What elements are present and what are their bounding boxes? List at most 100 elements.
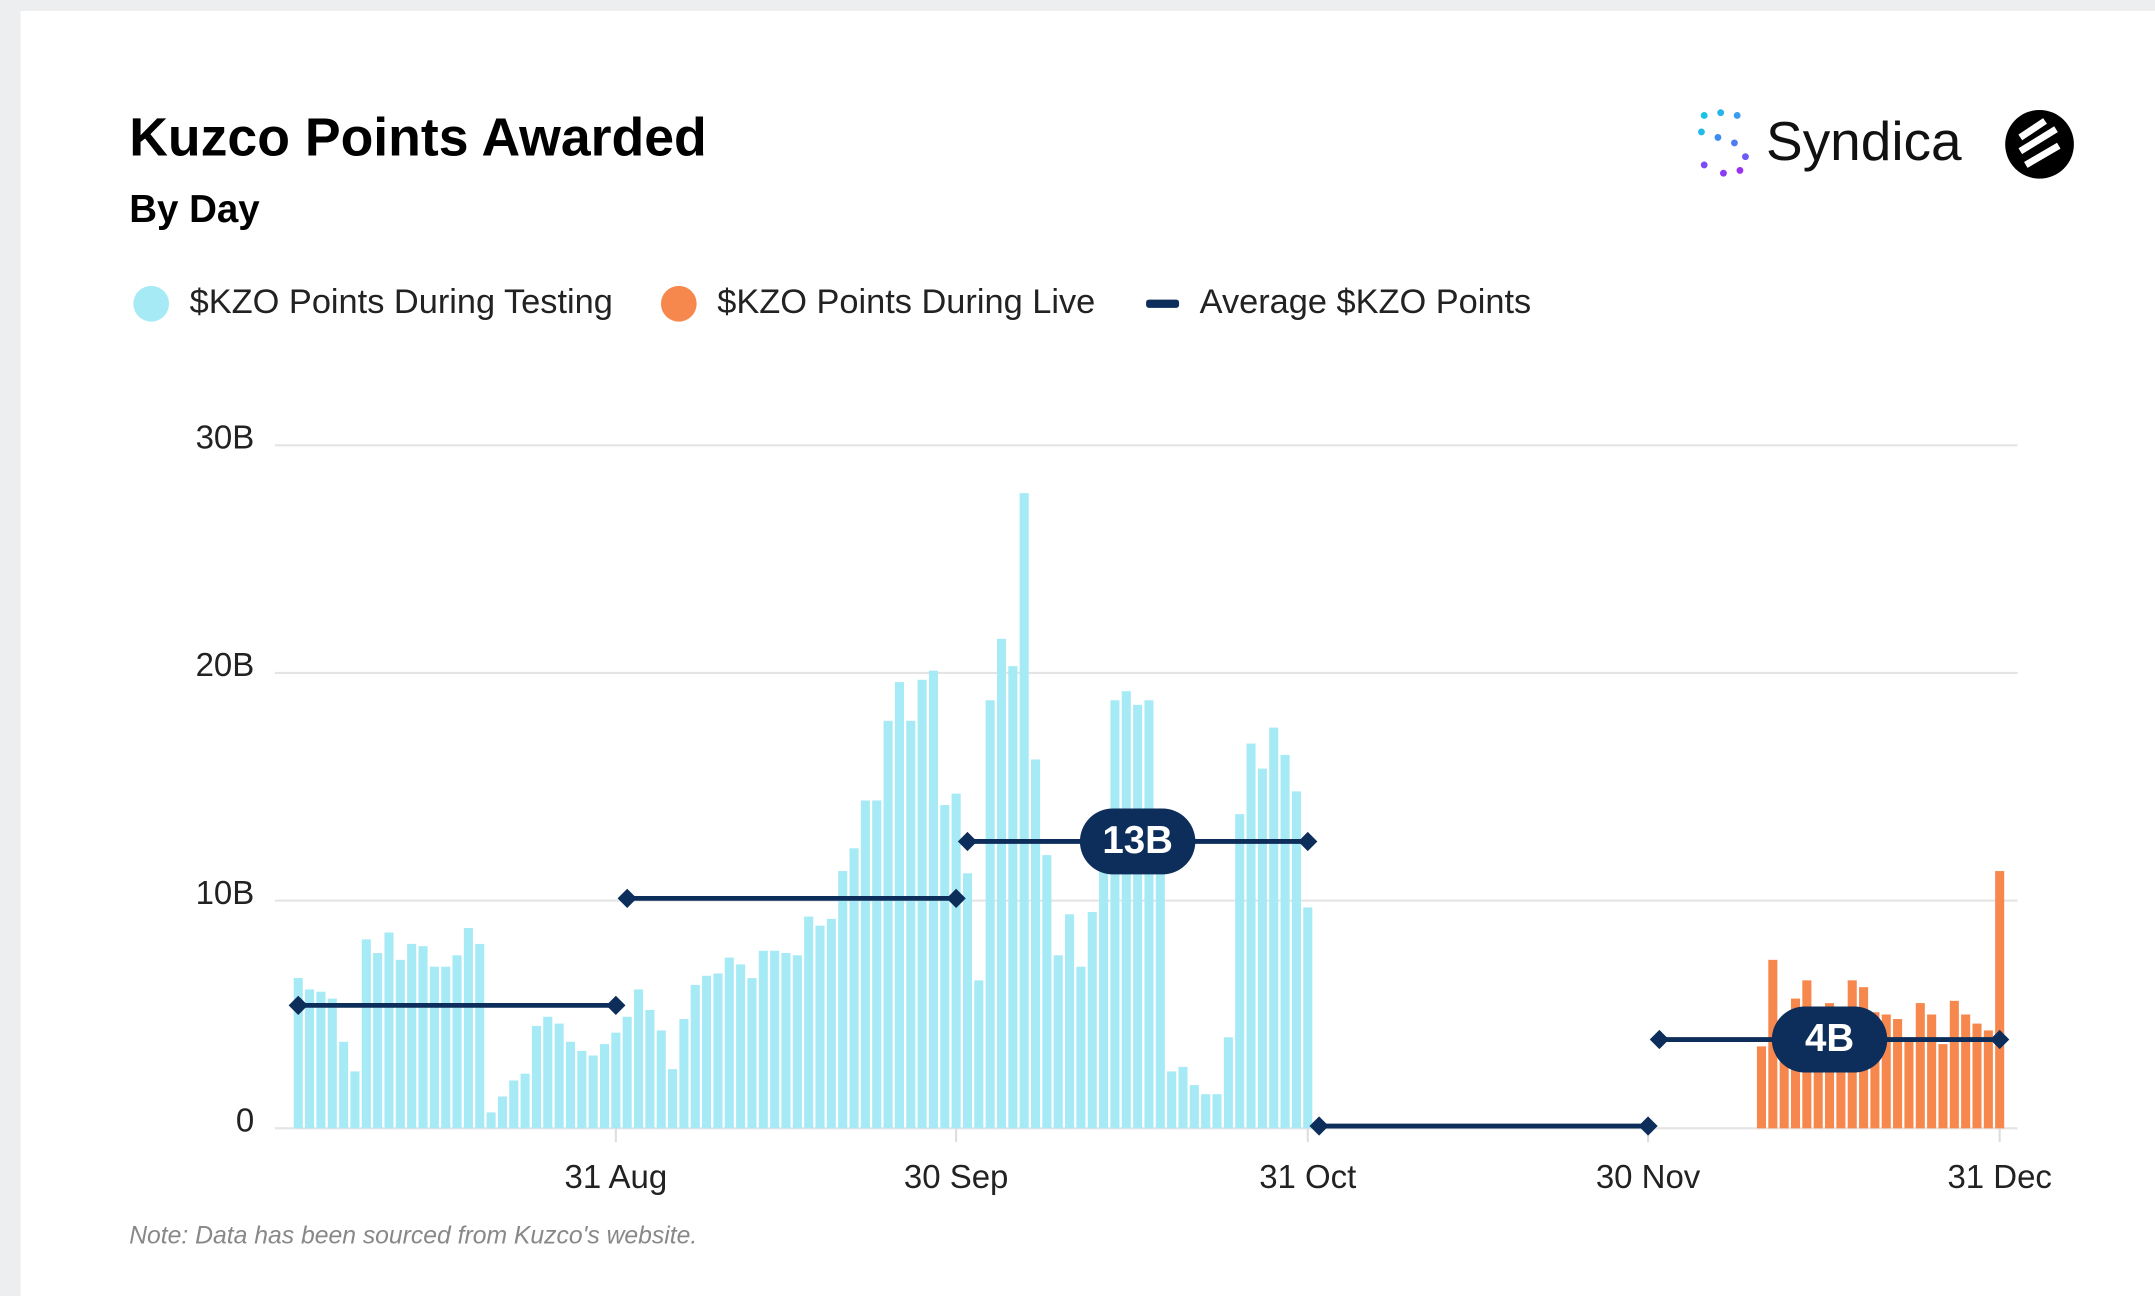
bar [1008,666,1018,1129]
bar [1212,1094,1222,1129]
bar [747,978,757,1129]
bar [826,918,836,1129]
bar [781,953,791,1129]
legend-marker [660,285,697,322]
bar [656,1030,666,1129]
chart-subtitle: By Day [129,188,260,231]
bar [577,1050,587,1129]
bar [1133,704,1143,1129]
bar [724,957,734,1129]
x-tick-label: 31 Oct [1259,1158,1356,1195]
bar [917,679,927,1129]
bar [668,1069,678,1129]
average-endpoint [1298,831,1318,852]
bar [554,1023,564,1129]
bar [1881,1014,1891,1129]
brand-name: Syndica [1766,110,1962,172]
bar [1983,1030,1993,1129]
bar [1167,1071,1177,1129]
average-label-pill [1771,1006,1888,1073]
note: Note: Data has been sourced from Kuzco's… [129,1222,697,1249]
bar [1223,1037,1233,1129]
y-tick-label: 10B [196,874,255,911]
bar [894,682,904,1129]
y-tick-label: 30B [196,419,255,456]
average-endpoint [946,888,966,908]
bar [1927,1014,1937,1129]
bar [520,1073,530,1129]
bar [599,1044,610,1129]
bar [1042,855,1052,1129]
bar [1949,1000,1959,1129]
y-tick-label: 20B [196,646,255,683]
bar [1110,700,1120,1129]
legend-label: $KZO Points During Testing [190,283,613,321]
bar [804,916,814,1129]
bar [395,959,405,1129]
average-endpoint [288,995,308,1016]
bar [770,950,780,1129]
bar [1779,1060,1789,1129]
bar [1155,852,1165,1129]
bar [736,964,746,1129]
bar [1291,791,1301,1129]
bar [985,700,995,1129]
bar [1915,1003,1925,1129]
legend-marker [1146,299,1180,308]
bar [1121,691,1131,1129]
bar [373,953,383,1129]
bar [339,1041,349,1129]
bar [1972,1023,1982,1129]
bar [1870,1012,1880,1129]
bar [407,943,417,1129]
bar [1756,1046,1767,1129]
brand-icon [1698,109,1749,177]
bar [838,871,848,1129]
bar [872,800,882,1129]
bar [962,873,973,1129]
bar [758,950,768,1129]
bar [441,966,451,1129]
bar [1087,912,1097,1129]
bar [860,800,870,1129]
bar [486,1112,496,1129]
bar [429,966,439,1129]
bar [588,1055,598,1129]
bar [1938,1044,1948,1129]
bar [951,793,961,1129]
bar [1076,966,1086,1129]
average-endpoint [1990,1029,2010,1050]
bar [690,984,700,1129]
bar [1246,743,1256,1129]
bar [565,1041,576,1129]
bar [679,1019,689,1129]
x-tick-label: 31 Dec [1947,1158,2051,1195]
bar [940,805,950,1129]
bar [1053,955,1063,1129]
bar [1961,1014,1971,1129]
average-endpoint [1649,1029,1670,1050]
bar [1280,754,1290,1129]
bar [316,991,326,1129]
bar [1019,493,1029,1129]
bar [531,1025,541,1129]
bar [327,998,337,1129]
average-endpoint [617,888,637,908]
legend-label: $KZO Points During Live [717,283,1095,321]
bar [1178,1066,1188,1129]
partner-logo [2005,109,2074,179]
bar [361,939,371,1129]
bar [645,1009,655,1129]
bar [633,989,644,1129]
x-tick-label: 31 Aug [565,1158,668,1195]
average-label-pill [1079,808,1196,875]
bar [463,927,473,1129]
average-label: 13B [1102,819,1173,862]
bar [543,1016,553,1129]
bar [1201,1094,1211,1129]
bar [713,973,723,1129]
legend-label: Average $KZO Points [1200,283,1532,321]
bar [1099,866,1109,1129]
bar [1030,759,1041,1129]
